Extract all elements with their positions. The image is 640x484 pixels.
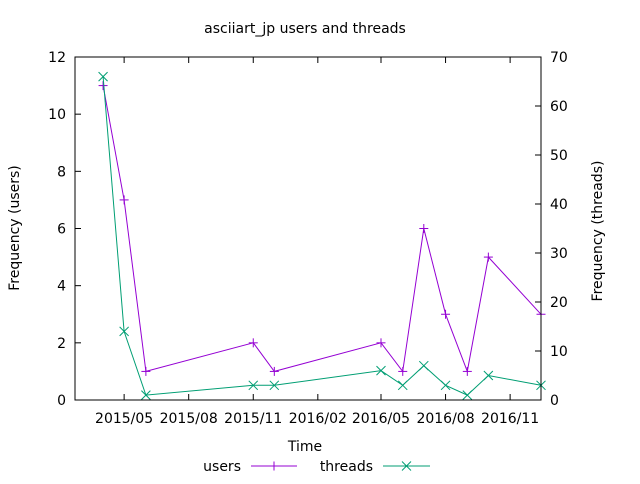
y-tick-label: 2	[57, 336, 66, 352]
plot-frame	[74, 56, 542, 401]
data-point-threads	[483, 370, 494, 381]
legend-marker-users	[269, 461, 279, 471]
legend-label-users: users	[203, 459, 241, 475]
y2-tick-label: 30	[550, 246, 568, 262]
y-tick-label: 6	[57, 222, 66, 238]
x-axis-label: Time	[287, 439, 322, 455]
data-point-users	[269, 366, 279, 376]
y-tick-label: 4	[57, 279, 66, 295]
legend-label-threads: threads	[320, 459, 373, 475]
data-point-threads	[418, 360, 429, 371]
data-point-threads	[462, 390, 473, 400]
x-tick-label: 2016/02	[289, 411, 347, 427]
y2-tick-label: 40	[550, 197, 568, 213]
data-point-users	[98, 81, 108, 91]
data-point-threads	[141, 390, 151, 400]
legend: users threads	[203, 459, 430, 475]
x-tick-label: 2016/08	[416, 411, 474, 427]
y2-tick-label: 70	[550, 50, 568, 66]
data-point-users	[462, 366, 472, 376]
x-tick-label: 2015/05	[95, 411, 153, 427]
x-tick-label: 2016/11	[481, 411, 539, 427]
y-tick-label: 0	[57, 393, 66, 409]
data-point-users	[119, 195, 129, 205]
y2-tick-label: 50	[550, 148, 568, 164]
data-point-threads	[397, 380, 408, 391]
data-point-users	[441, 309, 451, 319]
y-tick-label: 10	[48, 107, 66, 123]
data-point-threads	[269, 380, 280, 391]
y-axis-label: Frequency (users)	[7, 165, 23, 291]
x-tick-label: 2016/05	[352, 411, 410, 427]
chart-title: asciiart_jp users and threads	[204, 21, 406, 37]
y2-tick-label: 60	[550, 99, 568, 115]
data-point-threads	[376, 365, 386, 376]
series-line-users	[102, 85, 542, 374]
x-tick-label: 2015/08	[160, 411, 218, 427]
y-tick-label: 8	[57, 164, 66, 180]
data-point-users	[248, 338, 258, 348]
legend-marker-threads	[401, 461, 412, 471]
data-point-users	[419, 224, 429, 233]
x-tick-label: 2015/11	[224, 411, 282, 427]
series-layer	[98, 71, 546, 400]
y2-tick-label: 0	[550, 393, 559, 409]
data-point-users	[483, 252, 493, 262]
y-tick-label: 12	[48, 50, 66, 66]
data-point-threads	[98, 71, 108, 82]
data-point-users	[141, 366, 151, 376]
data-point-threads	[119, 326, 129, 337]
data-point-threads	[440, 380, 451, 391]
y2-axis-label: Frequency (threads)	[590, 161, 606, 302]
tick-layer: 0 2 4 6 8 10 12 0 10 20 30 40 50 60 70 2015/05 2015/08 20…	[48, 50, 568, 427]
data-point-users	[376, 338, 386, 348]
y2-tick-label: 20	[550, 295, 568, 311]
series-line-threads	[102, 76, 542, 396]
data-point-threads	[248, 380, 259, 391]
y2-tick-label: 10	[550, 344, 568, 360]
data-point-users	[398, 366, 408, 376]
